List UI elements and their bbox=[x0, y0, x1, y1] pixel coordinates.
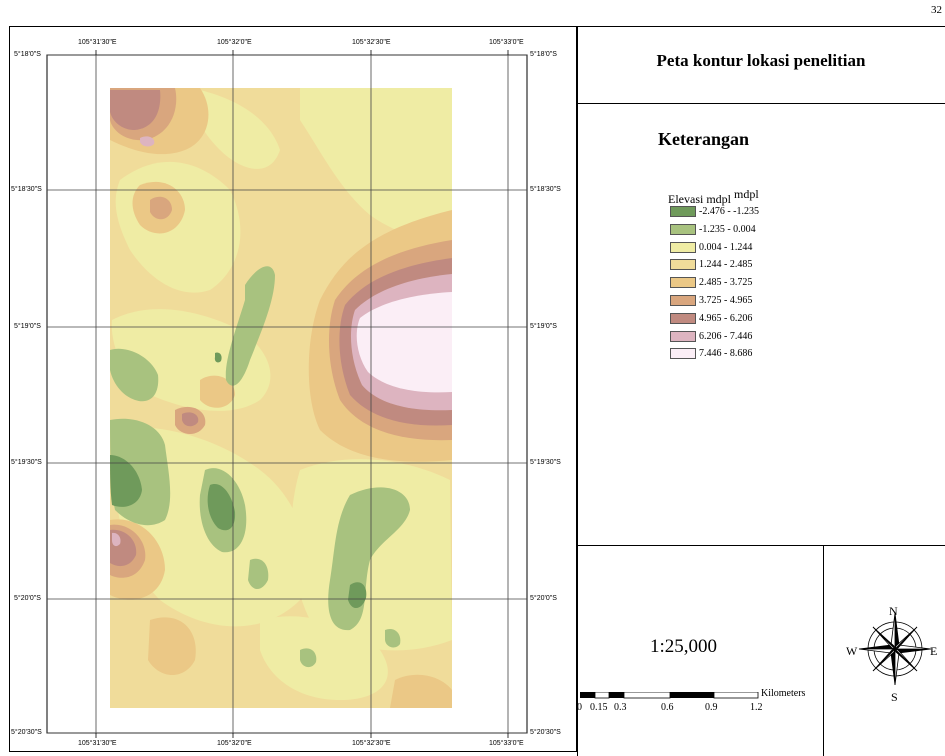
scale-tick-1-2: 1.2 bbox=[750, 702, 763, 713]
legend-heading: Keterangan bbox=[658, 129, 749, 149]
graticule bbox=[47, 54, 527, 734]
east-label: E bbox=[930, 644, 938, 658]
legend-field-label: Elevasi mdpl mdpl bbox=[668, 187, 759, 207]
legend-swatch bbox=[670, 206, 696, 217]
legend-item: 4.965 - 6.206 bbox=[670, 312, 752, 325]
lon-label-bottom-2: 105°32'0"E bbox=[217, 740, 252, 747]
legend-item-label: 3.725 - 4.965 bbox=[699, 295, 753, 306]
legend-swatch bbox=[670, 277, 696, 289]
north-arrow-icon bbox=[858, 612, 932, 686]
lon-label-top-4: 105°33'0"E bbox=[489, 39, 524, 46]
scale-bar bbox=[580, 692, 759, 699]
legend-item: 7.446 - 8.686 bbox=[670, 347, 752, 360]
title-panel bbox=[577, 26, 945, 104]
lat-label-left-6: 5°20'30"S bbox=[11, 729, 42, 736]
legend-swatch bbox=[670, 259, 696, 271]
legend-item-label: 2.485 - 3.725 bbox=[699, 277, 753, 289]
lat-label-right-4: 5°19'30"S bbox=[530, 459, 561, 466]
legend-panel bbox=[577, 104, 945, 546]
scale-tick-0-9: 0.9 bbox=[705, 702, 718, 713]
scale-tick-0: 0 bbox=[577, 702, 582, 713]
legend-item: 1.244 - 2.485 bbox=[670, 258, 752, 271]
lon-label-bottom-4: 105°33'0"E bbox=[489, 740, 524, 747]
lat-label-right-1: 5°18'0"S bbox=[530, 51, 557, 58]
legend-field-label-b: mdpl bbox=[734, 187, 759, 201]
lat-label-left-5: 5°20'0"S bbox=[14, 595, 41, 602]
scale-ratio: 1:25,000 bbox=[650, 636, 718, 657]
legend-item-label: 0.004 - 1.244 bbox=[699, 241, 753, 253]
legend-item: 2.485 - 3.725 bbox=[670, 276, 752, 289]
legend-swatch bbox=[670, 241, 696, 253]
map-frame bbox=[9, 26, 577, 752]
legend-item-label: -2.476 - -1.235 bbox=[699, 206, 759, 217]
scale-tick-0-6: 0.6 bbox=[661, 702, 674, 713]
lat-label-left-4: 5°19'30"S bbox=[11, 459, 42, 466]
lat-label-right-6: 5°20'30"S bbox=[530, 729, 561, 736]
west-label: W bbox=[846, 644, 858, 658]
elevation-surface bbox=[110, 88, 452, 708]
legend-item-label: 6.206 - 7.446 bbox=[699, 330, 753, 342]
scale-tick-0-15: 0.15 bbox=[590, 702, 608, 713]
legend-swatch bbox=[670, 295, 696, 306]
legend-item-label: 4.965 - 6.206 bbox=[699, 312, 753, 324]
lat-label-left-2: 5°18'30"S bbox=[11, 186, 42, 193]
south-label: S bbox=[891, 690, 898, 704]
lat-label-left-1: 5°18'0"S bbox=[14, 51, 41, 58]
legend-item: 3.725 - 4.965 bbox=[670, 294, 752, 307]
legend-swatch bbox=[670, 223, 696, 235]
legend-swatch bbox=[670, 348, 696, 360]
legend-item-label: -1.235 - 0.004 bbox=[699, 223, 756, 235]
page-number: 32 bbox=[931, 4, 942, 16]
legend-item-label: 7.446 - 8.686 bbox=[699, 348, 753, 360]
lon-label-bottom-1: 105°31'30"E bbox=[78, 740, 117, 747]
lat-label-left-3: 5°19'0"S bbox=[14, 323, 41, 330]
lon-label-top-3: 105°32'30"E bbox=[352, 39, 391, 46]
scale-unit: Kilometers bbox=[761, 688, 806, 699]
scale-panel bbox=[577, 546, 824, 756]
lon-label-bottom-3: 105°32'30"E bbox=[352, 740, 391, 747]
legend-item: 6.206 - 7.446 bbox=[670, 330, 752, 343]
north-label: N bbox=[889, 604, 898, 618]
legend-item: 0.004 - 1.244 bbox=[670, 241, 752, 254]
lon-label-top-2: 105°32'0"E bbox=[217, 39, 252, 46]
legend-field-label-a: Elevasi mdpl bbox=[668, 192, 731, 206]
lat-label-right-2: 5°18'30"S bbox=[530, 186, 561, 193]
legend-swatch bbox=[670, 312, 696, 324]
legend-item-label: 1.244 - 2.485 bbox=[699, 259, 753, 271]
lat-label-right-5: 5°20'0"S bbox=[530, 595, 557, 602]
scale-tick-0-3: 0.3 bbox=[614, 702, 627, 713]
legend-swatch bbox=[670, 330, 696, 342]
lon-label-top-1: 105°31'30"E bbox=[78, 39, 117, 46]
lat-label-right-3: 5°19'0"S bbox=[530, 323, 557, 330]
legend-item: -1.235 - 0.004 bbox=[670, 223, 756, 236]
legend-item: -2.476 - -1.235 bbox=[670, 205, 759, 218]
map-title: Peta kontur lokasi penelitian bbox=[656, 51, 866, 70]
